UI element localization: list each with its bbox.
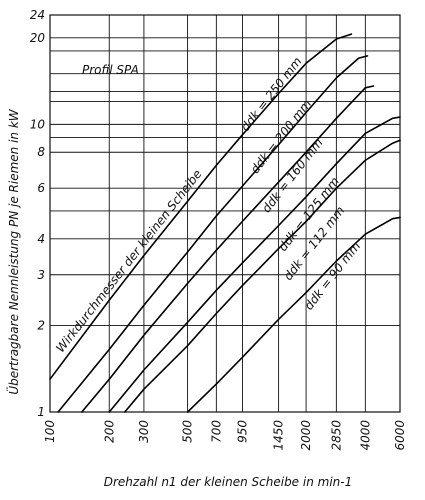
x-gridlines (49, 15, 401, 412)
x-tick-label: 200 (102, 420, 116, 443)
x-tick-label: 2000 (299, 420, 313, 451)
y-tick-label: 3 (37, 268, 45, 282)
series-line (81, 85, 375, 413)
y-tick-label: 24 (30, 8, 45, 22)
diameter-annotation: Wirkdurchmesser der kleinen Scheibe (53, 167, 204, 355)
y-tick-label: 1 (37, 405, 45, 419)
x-tick-labels: 100 200 300 500 700 950 1450 2000 2850 4000 6000 (43, 420, 407, 451)
x-tick-label: 2850 (329, 420, 343, 451)
x-tick-label: 950 (235, 420, 249, 443)
series-curves (49, 33, 401, 413)
y-tick-label: 2 (37, 318, 45, 332)
x-tick-label: 300 (137, 420, 151, 443)
profile-annotation: Profil SPA (82, 63, 139, 77)
plot-frame (49, 14, 401, 413)
x-tick-label: 6000 (393, 420, 407, 451)
x-tick-label: 500 (181, 420, 195, 443)
y-axis-title: Übertragbare Nennleistung PN je Riemen i… (5, 108, 21, 394)
y-tick-label: 4 (37, 232, 45, 246)
x-tick-label: 100 (43, 420, 57, 443)
y-tick-label: 10 (30, 117, 46, 131)
y-tick-labels: 1 2 3 4 6 8 10 20 24 (30, 8, 46, 419)
y-tick-label: 20 (30, 31, 46, 45)
x-tick-label: 1450 (272, 420, 286, 451)
y-tick-label: 8 (37, 145, 45, 159)
x-tick-label: 700 (209, 420, 223, 443)
series-line (186, 216, 401, 413)
series-line (124, 139, 401, 413)
y-tick-label: 6 (37, 181, 45, 195)
x-axis-title: Drehzahl n1 der kleinen Scheibe in min-1 (104, 475, 352, 489)
x-tick-label: 4000 (358, 420, 372, 451)
series-line (57, 55, 369, 413)
series-line (108, 116, 401, 413)
series-line (49, 33, 353, 380)
